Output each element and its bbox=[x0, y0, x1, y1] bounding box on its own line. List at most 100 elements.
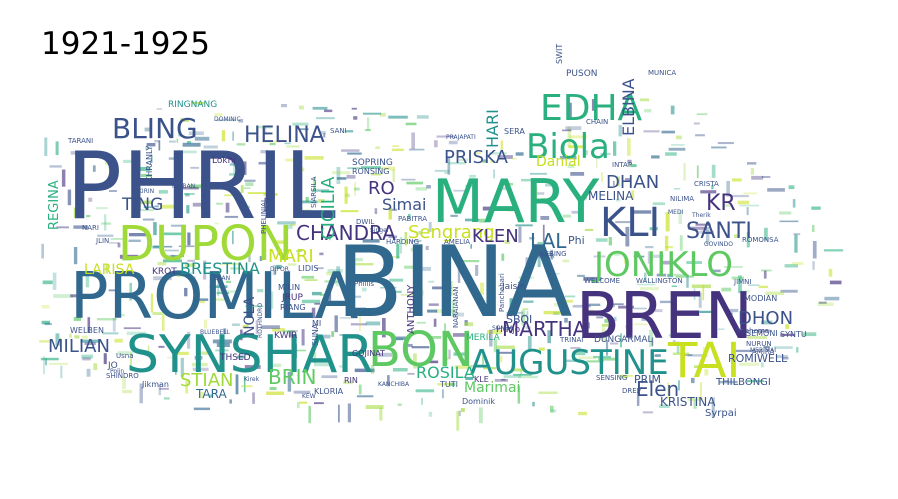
filler-word-mark bbox=[405, 122, 417, 126]
filler-word-mark bbox=[613, 141, 617, 156]
filler-word-mark bbox=[167, 356, 177, 359]
filler-word-mark bbox=[224, 194, 236, 197]
filler-word-mark bbox=[230, 267, 244, 270]
filler-word-mark bbox=[534, 185, 538, 204]
filler-word-mark bbox=[312, 291, 322, 296]
word-jlin: JLIN bbox=[95, 237, 109, 245]
filler-word-mark bbox=[585, 303, 601, 306]
filler-word-mark bbox=[179, 186, 199, 190]
filler-word-mark bbox=[178, 150, 197, 154]
filler-word-mark bbox=[118, 314, 125, 317]
filler-word-mark bbox=[298, 105, 304, 110]
filler-word-mark bbox=[49, 165, 62, 168]
word-medi: MEDI bbox=[668, 209, 684, 216]
filler-word-mark bbox=[564, 317, 568, 323]
word-rin: RIN bbox=[344, 376, 358, 385]
filler-word-mark bbox=[668, 147, 686, 151]
filler-word-mark bbox=[209, 285, 228, 288]
filler-word-mark bbox=[613, 252, 621, 256]
word-lokhi: Lokhi bbox=[212, 156, 236, 166]
filler-word-mark bbox=[338, 404, 340, 423]
filler-word-mark bbox=[255, 320, 258, 334]
word-mari: MARI bbox=[268, 246, 314, 267]
filler-word-mark bbox=[627, 138, 631, 156]
filler-word-mark bbox=[365, 405, 384, 409]
filler-word-mark bbox=[270, 291, 274, 309]
filler-word-mark bbox=[159, 387, 169, 390]
filler-word-mark bbox=[608, 237, 612, 246]
word-hari: HARI bbox=[483, 109, 502, 148]
word-jaisin: Jaisin bbox=[501, 282, 526, 292]
filler-word-mark bbox=[636, 283, 656, 286]
filler-word-mark bbox=[654, 354, 661, 357]
filler-word-mark bbox=[301, 299, 321, 304]
filler-word-mark bbox=[274, 270, 277, 275]
filler-word-mark bbox=[316, 117, 335, 120]
filler-word-mark bbox=[81, 335, 88, 339]
word-kle: KLE bbox=[474, 375, 489, 384]
filler-word-mark bbox=[232, 230, 234, 245]
filler-word-mark bbox=[577, 274, 585, 277]
filler-word-mark bbox=[332, 281, 342, 284]
word-larisa: LARISA bbox=[84, 262, 135, 278]
filler-word-mark bbox=[151, 154, 153, 163]
filler-word-mark bbox=[718, 328, 725, 330]
filler-word-mark bbox=[717, 142, 734, 145]
filler-word-mark bbox=[788, 185, 795, 190]
filler-word-mark bbox=[686, 274, 689, 288]
filler-word-mark bbox=[408, 213, 411, 220]
filler-word-mark bbox=[84, 342, 96, 345]
filler-word-mark bbox=[111, 157, 115, 164]
filler-word-mark bbox=[67, 189, 72, 206]
filler-word-mark bbox=[698, 292, 702, 308]
filler-word-mark bbox=[388, 207, 392, 220]
filler-word-mark bbox=[738, 362, 759, 366]
filler-word-mark bbox=[625, 226, 630, 247]
filler-word-mark bbox=[212, 339, 232, 344]
filler-word-mark bbox=[145, 146, 149, 150]
word-nari: NARI bbox=[82, 224, 99, 232]
filler-word-mark bbox=[262, 140, 281, 143]
filler-word-mark bbox=[273, 240, 287, 244]
filler-word-mark bbox=[489, 152, 507, 155]
filler-word-mark bbox=[746, 380, 764, 383]
filler-word-mark bbox=[49, 362, 68, 365]
filler-word-mark bbox=[176, 138, 179, 143]
filler-word-mark bbox=[593, 355, 611, 359]
filler-word-mark bbox=[123, 159, 140, 163]
filler-word-mark bbox=[240, 185, 244, 193]
filler-word-mark bbox=[359, 313, 361, 332]
filler-word-mark bbox=[829, 280, 842, 285]
filler-word-mark bbox=[319, 252, 324, 256]
word-merila: MERILA bbox=[466, 333, 501, 343]
filler-word-mark bbox=[428, 303, 439, 306]
filler-word-mark bbox=[39, 340, 52, 343]
filler-word-mark bbox=[389, 208, 398, 212]
word-santi: SANTI bbox=[686, 219, 752, 244]
filler-word-mark bbox=[385, 256, 400, 258]
filler-word-mark bbox=[542, 224, 545, 243]
filler-word-mark bbox=[73, 207, 77, 219]
filler-word-mark bbox=[128, 239, 141, 242]
filler-word-mark bbox=[105, 264, 109, 274]
filler-word-mark bbox=[119, 254, 139, 259]
filler-word-mark bbox=[746, 232, 750, 248]
filler-word-mark bbox=[187, 331, 191, 349]
filler-word-mark bbox=[217, 290, 237, 293]
word-sera: SERA bbox=[504, 127, 525, 136]
filler-word-mark bbox=[233, 160, 236, 176]
filler-word-mark bbox=[382, 166, 396, 171]
filler-word-mark bbox=[55, 333, 60, 346]
filler-word-mark bbox=[405, 344, 413, 347]
filler-word-mark bbox=[223, 328, 227, 334]
word-intap: INTAP bbox=[612, 161, 632, 169]
filler-word-mark bbox=[336, 266, 341, 272]
word-brin: BRIN bbox=[268, 365, 316, 389]
word-shindro: SHINDRO bbox=[106, 372, 139, 380]
filler-word-mark bbox=[344, 186, 348, 204]
word-tara: TARA bbox=[195, 387, 227, 401]
word-syntu: SYNTU bbox=[780, 330, 807, 339]
filler-word-mark bbox=[665, 152, 677, 156]
word-dungarmal: DUNGARMAL bbox=[594, 335, 653, 345]
filler-word-mark bbox=[187, 141, 192, 144]
